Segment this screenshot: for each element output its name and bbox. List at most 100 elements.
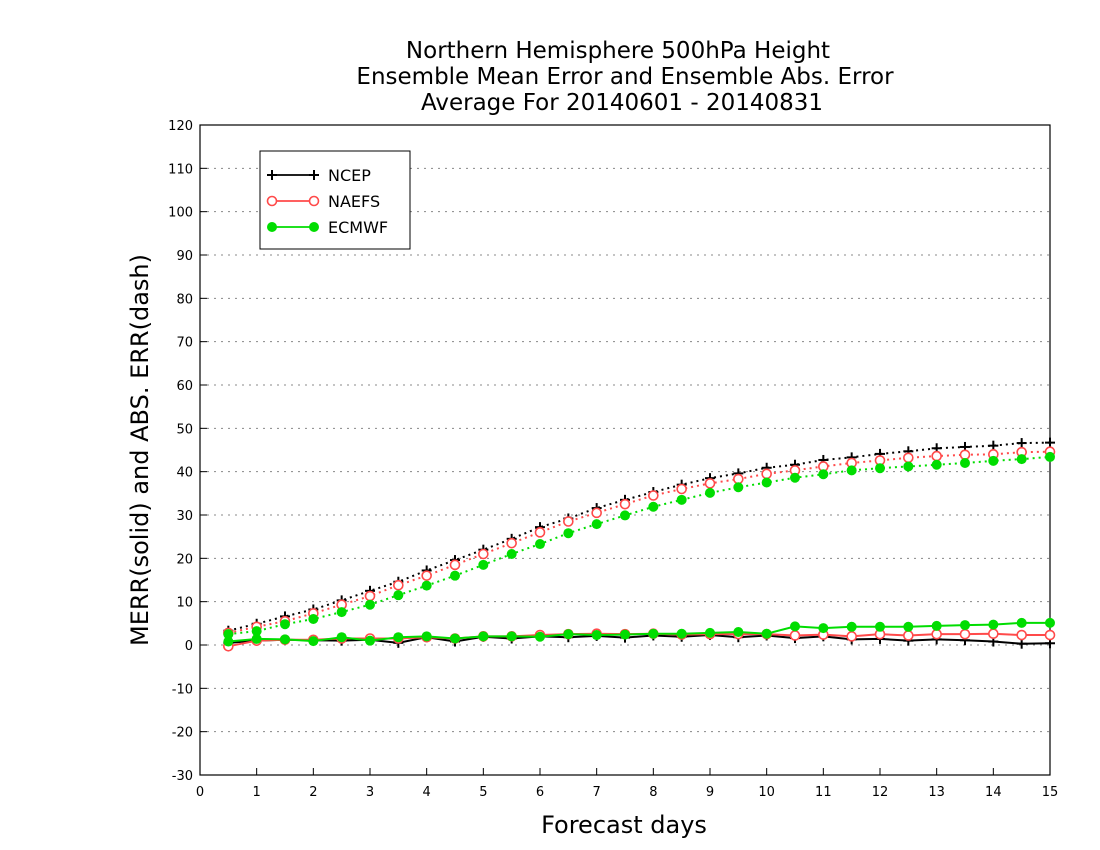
series-ecmwf-abs-err-point	[450, 570, 460, 581]
legend-marker	[309, 170, 319, 180]
series-ncep-abs-err-point	[1016, 438, 1027, 449]
y-tick-label: -20	[172, 726, 193, 741]
series-naefs-abs-err-line	[228, 450, 1051, 634]
series-ecmwf-abs-err-point	[790, 472, 800, 483]
series-naefs-abs-err-point	[506, 537, 517, 549]
x-tick-label: 4	[423, 785, 431, 800]
legend-marker	[308, 195, 320, 207]
series-ecmwf-abs-err-point	[676, 494, 687, 505]
series-naefs-abs-err-point	[364, 590, 376, 602]
series-ecmwf-merr-point	[393, 632, 404, 643]
y-tick-label: 10	[176, 596, 193, 611]
legend-label-ncep: NCEP	[328, 166, 371, 185]
series-ecmwf-abs-err-point	[365, 599, 375, 610]
series-naefs-abs-err-point	[931, 450, 942, 462]
y-tick-label: 90	[176, 249, 193, 264]
series-ecmwf-merr-point	[251, 633, 262, 644]
series-ncep	[223, 437, 1055, 649]
series-naefs-abs-err-point	[733, 473, 744, 485]
series-ecmwf-merr-point	[648, 628, 659, 639]
series-ecmwf-merr-point	[336, 632, 347, 643]
series-ecmwf-merr-point	[818, 623, 829, 634]
series-ecmwf-abs-err-point	[280, 619, 290, 630]
series-ecmwf-abs-err-point	[308, 614, 319, 624]
x-tick-label: 11	[815, 785, 832, 800]
series-ncep-abs-err-line	[228, 441, 1051, 632]
chart-title-line-1: Northern Hemisphere 500hPa Height	[406, 38, 830, 64]
series-naefs-abs-err-point	[534, 527, 546, 538]
series-ecmwf-merr-point	[705, 627, 715, 638]
series-naefs-abs-err-point	[761, 468, 772, 480]
series-ecmwf-abs-err-point	[818, 469, 829, 480]
series-ncep-abs-err-point	[1045, 437, 1055, 448]
series-ecmwf-merr-point	[365, 635, 375, 646]
series-ecmwf-abs-err-point	[563, 528, 574, 539]
y-tick-label: 50	[176, 422, 193, 437]
x-tick-label: 3	[366, 785, 374, 800]
legend-item-ncep: NCEP	[267, 166, 371, 185]
x-tick-label: 12	[872, 785, 889, 800]
y-tick-label: 120	[168, 119, 193, 134]
x-tick-label: 0	[196, 785, 204, 800]
series-ecmwf-abs-err-point	[336, 607, 347, 618]
series-ecmwf-merr-point	[1016, 617, 1027, 628]
legend: NCEP NAEFS ECMWF	[259, 150, 411, 250]
series-naefs-merr-point	[988, 628, 999, 640]
series-naefs-merr-point	[1044, 629, 1056, 641]
series-ecmwf-abs-err-point	[648, 501, 659, 512]
series-ecmwf-abs-err-point	[988, 455, 999, 466]
x-tick-label: 1	[253, 785, 261, 800]
series-ecmwf-abs-err-point	[960, 458, 970, 468]
legend-marker	[309, 222, 319, 232]
series-ecmwf-merr-point	[988, 619, 999, 630]
series-naefs-merr-point	[959, 628, 971, 640]
series-ecmwf-abs-err-point	[903, 461, 914, 472]
series-naefs-abs-err-point	[591, 507, 602, 519]
series-naefs-merr-point	[931, 628, 942, 640]
series-ecmwf-abs-err-point	[761, 477, 772, 488]
series-ecmwf-merr-point	[733, 627, 744, 637]
series-ecmwf-abs-err-point	[1016, 454, 1027, 465]
series-ecmwf-merr-point	[535, 631, 545, 642]
series-ecmwf-merr-point	[280, 634, 290, 645]
series-ecmwf-merr-point	[875, 621, 885, 632]
y-tick-label: -10	[172, 682, 193, 697]
series-ncep-abs-err-point	[988, 440, 999, 451]
y-tick-label: 100	[168, 206, 193, 221]
series-ecmwf-merr-line	[228, 621, 1050, 643]
x-tick-label: 6	[536, 785, 544, 800]
chart-title-line-2: Ensemble Mean Error and Ensemble Abs. Er…	[356, 64, 894, 90]
series-ecmwf-abs-err-point	[393, 590, 404, 601]
series-ecmwf-merr-point	[506, 631, 517, 642]
series-ecmwf-abs-err-point	[875, 463, 885, 474]
chart-title-line-3: Average For 20140601 - 20140831	[421, 90, 823, 116]
series-ecmwf-abs-err-point	[506, 549, 517, 559]
series-naefs-merr-point	[789, 630, 801, 641]
legend-marker	[266, 195, 278, 207]
series-naefs-abs-err-point	[676, 483, 687, 495]
series-ncep-merr-point	[1016, 638, 1027, 649]
series-naefs-merr-point	[1016, 629, 1027, 641]
legend-item-naefs: NAEFS	[266, 192, 380, 211]
y-tick-label: 70	[176, 336, 193, 351]
y-tick-label: 110	[168, 162, 193, 177]
series-ecmwf-merr-point	[421, 631, 432, 642]
series-naefs-abs-err-point	[393, 579, 404, 591]
series-ecmwf-abs-err-point	[478, 559, 489, 570]
legend-label-ecmwf: ECMWF	[328, 218, 388, 237]
series-ecmwf-merr-point	[676, 628, 687, 639]
series-naefs-merr-point	[903, 630, 914, 641]
series-ecmwf-merr-point	[478, 631, 489, 642]
x-tick-label: 8	[649, 785, 657, 800]
series-ecmwf-merr-point	[563, 629, 574, 640]
series-ecmwf-abs-err-point	[705, 487, 715, 498]
legend-item-ecmwf: ECMWF	[267, 218, 388, 237]
series-ecmwf-merr-point	[790, 621, 800, 632]
series-ecmwf-abs-err-point	[421, 580, 432, 591]
x-axis-label: Forecast days	[541, 811, 707, 839]
series-ecmwf-merr-point	[903, 621, 914, 632]
series-naefs-abs-err-point	[478, 548, 489, 560]
x-tick-label: 13	[928, 785, 945, 800]
y-axis-label: MERR(solid) and ABS. ERR(dash)	[126, 254, 154, 646]
